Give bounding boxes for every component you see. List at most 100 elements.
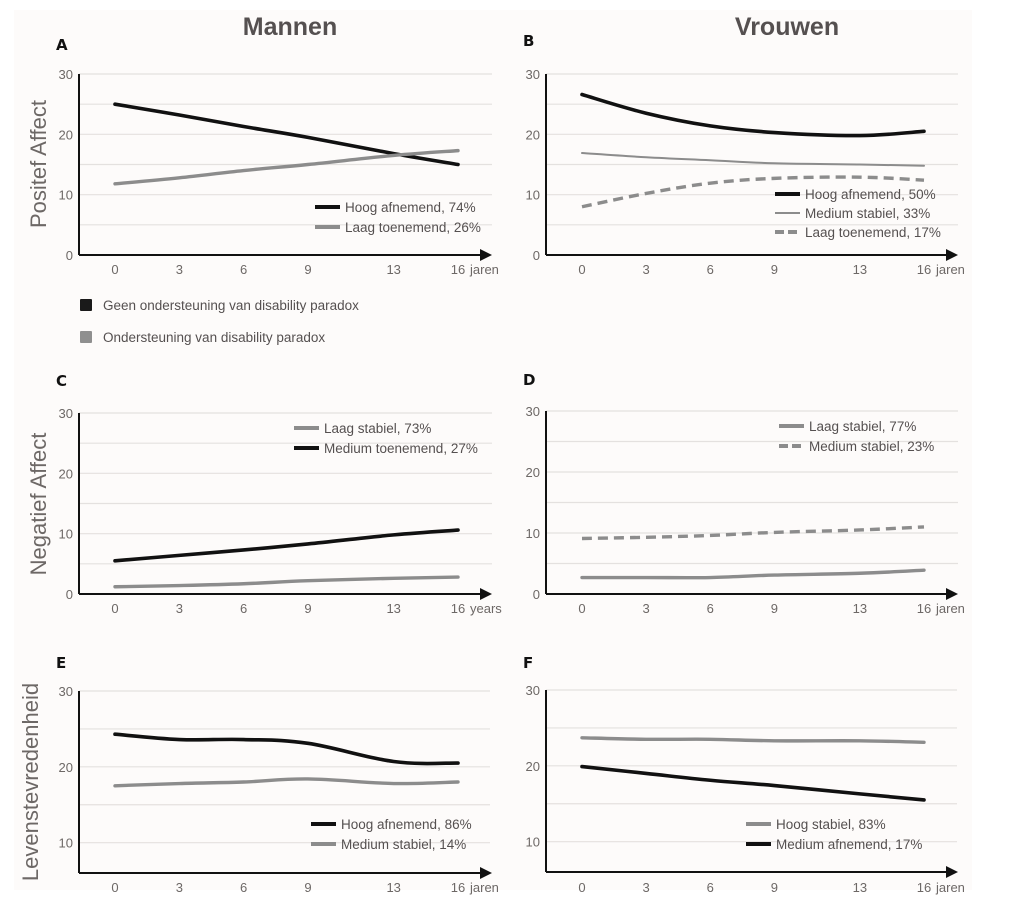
y-axis-label-row1: Positef Affect	[26, 100, 51, 228]
x-tick-label: 6	[240, 601, 247, 616]
series-line-2	[580, 764, 926, 802]
legend: Hoog afnemend, 50% Medium stabiel, 33% Laa…	[775, 187, 941, 240]
x-tick-label: 13	[386, 601, 400, 616]
x-tick-label: 0	[578, 601, 585, 616]
panel-b: B 0 10 20 30 0 3 6 9 13 16 jaren Hoog afnemend, 50% M…	[523, 32, 965, 277]
panel-e: E 10 20 30 0 3 6 9 13 16 jaren Hoog afnemend, 86% Me…	[56, 654, 499, 895]
x-tick-label: 3	[176, 880, 183, 895]
support-legend-label-none: Geen ondersteuning van disability parado…	[103, 298, 359, 313]
y-tick-label: 10	[59, 527, 73, 542]
panel-letter: A	[56, 36, 68, 54]
x-tick-label: 3	[643, 880, 650, 895]
y-tick-label: 10	[59, 188, 73, 203]
figure-background	[14, 10, 972, 890]
y-axis-label-row2: Negatief Affect	[26, 433, 51, 576]
legend-label: Laag stabiel, 73%	[324, 421, 431, 436]
series-line-2	[113, 148, 460, 186]
series-line-3	[581, 175, 925, 209]
panel-letter: B	[523, 32, 534, 50]
y-tick-label: 30	[526, 683, 540, 698]
y-tick-label: 0	[533, 587, 540, 602]
y-axis-label-row3: Levenstevredenheid	[18, 683, 43, 881]
x-tick-label: 9	[771, 880, 778, 895]
x-tick-label: 9	[771, 262, 778, 277]
y-tick-label: 10	[526, 188, 540, 203]
panel-letter: F	[523, 654, 533, 672]
panel-f: F 10 20 30 0 3 6 9 13 16 jaren Hoog stabiel, 83% Med…	[523, 654, 965, 895]
y-tick-label: 30	[59, 684, 73, 699]
panel-a: A 0 10 20 30 0 3 6 9 13 16 jaren Hoog afnemend, 74% L…	[56, 36, 499, 277]
legend: Hoog stabiel, 83% Medium afnemend, 17%	[746, 817, 922, 852]
legend-label: Medium stabiel, 33%	[805, 206, 930, 221]
x-axis-label: years	[470, 601, 502, 616]
x-axis-arrow-icon	[480, 867, 492, 879]
series-line-1	[580, 568, 926, 580]
y-tick-label: 20	[59, 127, 73, 142]
y-tick-label: 30	[59, 406, 73, 421]
series-line-2	[113, 528, 460, 563]
legend-label: Medium stabiel, 23%	[809, 439, 934, 454]
x-tick-label: 9	[771, 601, 778, 616]
x-tick-label: 0	[578, 880, 585, 895]
legend-label: Hoog stabiel, 83%	[776, 817, 886, 832]
x-tick-label: 6	[240, 262, 247, 277]
y-tick-label: 10	[59, 836, 73, 851]
x-axis-label: jaren	[935, 880, 965, 895]
x-tick-label: 9	[304, 880, 311, 895]
x-tick-label: 3	[643, 601, 650, 616]
x-tick-label: 3	[643, 262, 650, 277]
y-tick-label: 20	[526, 759, 540, 774]
series-line-1	[113, 575, 460, 589]
x-tick-label: 16	[917, 601, 931, 616]
series-line-2	[113, 777, 460, 788]
column-title-mannen: Mannen	[243, 13, 337, 41]
x-tick-label: 3	[176, 262, 183, 277]
legend: Hoog afnemend, 86% Medium stabiel, 14%	[311, 817, 472, 852]
x-tick-label: 13	[386, 880, 400, 895]
x-tick-label: 3	[176, 601, 183, 616]
y-tick-label: 0	[66, 587, 73, 602]
series-line-2	[581, 152, 925, 167]
x-tick-label: 6	[707, 601, 714, 616]
x-tick-label: 16	[451, 601, 465, 616]
legend-label: Laag toenemend, 26%	[345, 220, 481, 235]
legend-label: Laag toenemend, 17%	[805, 225, 941, 240]
y-tick-label: 20	[526, 127, 540, 142]
x-tick-label: 9	[304, 601, 311, 616]
legend-label: Hoog afnemend, 74%	[345, 200, 476, 215]
legend-label: Medium toenemend, 27%	[324, 441, 478, 456]
x-tick-label: 9	[304, 262, 311, 277]
support-legend-swatch-black	[80, 299, 92, 311]
y-tick-label: 0	[66, 248, 73, 263]
x-tick-label: 13	[853, 601, 867, 616]
legend-label: Hoog afnemend, 86%	[341, 817, 472, 832]
x-tick-label: 6	[707, 880, 714, 895]
legend: Laag stabiel, 73% Medium toenemend, 27%	[294, 421, 478, 456]
panel-letter: E	[56, 654, 66, 672]
x-tick-label: 6	[707, 262, 714, 277]
x-tick-label: 0	[111, 262, 118, 277]
x-axis-arrow-icon	[946, 866, 958, 878]
panel-letter: D	[523, 371, 535, 389]
legend: Hoog afnemend, 74% Laag toenemend, 26%	[315, 200, 481, 235]
panel-letter: C	[56, 372, 67, 390]
legend-label: Hoog afnemend, 50%	[805, 187, 936, 202]
y-tick-label: 30	[526, 404, 540, 419]
support-legend-label-support: Ondersteuning van disability paradox	[103, 330, 325, 345]
x-axis-label: jaren	[935, 601, 965, 616]
x-axis-label: jaren	[469, 262, 499, 277]
x-axis-label: jaren	[469, 880, 499, 895]
support-legend: Geen ondersteuning van disability parado…	[80, 298, 359, 345]
y-tick-label: 20	[59, 760, 73, 775]
x-tick-label: 0	[578, 262, 585, 277]
series-line-1	[580, 92, 926, 138]
y-tick-label: 0	[533, 248, 540, 263]
x-tick-label: 16	[917, 262, 931, 277]
x-tick-label: 13	[853, 880, 867, 895]
x-tick-label: 0	[111, 601, 118, 616]
x-tick-label: 13	[386, 262, 400, 277]
legend-label: Laag stabiel, 77%	[809, 419, 916, 434]
x-tick-label: 6	[240, 880, 247, 895]
